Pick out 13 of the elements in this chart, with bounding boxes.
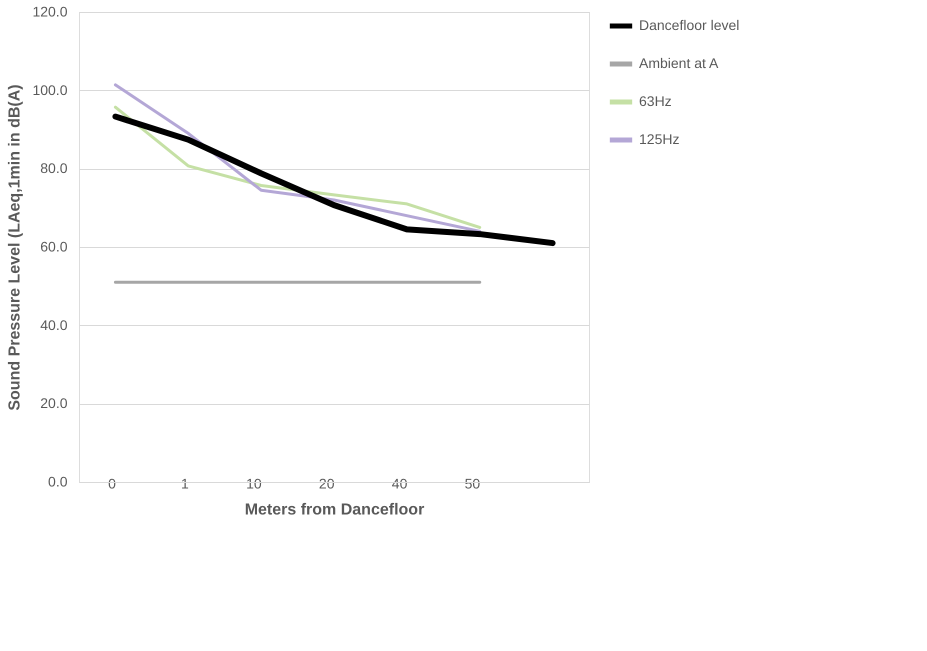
- y-tick-label: 80.0: [40, 160, 68, 176]
- legend-label: 63Hz: [639, 93, 672, 109]
- y-tick-label: 20.0: [40, 395, 68, 412]
- y-tick-label: 60.0: [40, 238, 68, 254]
- legend-label: Ambient at A: [639, 55, 720, 71]
- y-axis-title: Sound Pressure Level (LAeq,1min in dB(A): [6, 84, 24, 411]
- y-tick-label: 40.0: [40, 316, 68, 333]
- y-tick-label: 120.0: [32, 4, 68, 20]
- y-tick-label: 100.0: [32, 82, 68, 98]
- y-tick-label: 0.0: [48, 474, 68, 490]
- legend-label: Dancefloor level: [639, 17, 740, 33]
- legend-label: 125Hz: [639, 131, 680, 147]
- x-axis-title: Meters from Dancefloor: [244, 502, 424, 518]
